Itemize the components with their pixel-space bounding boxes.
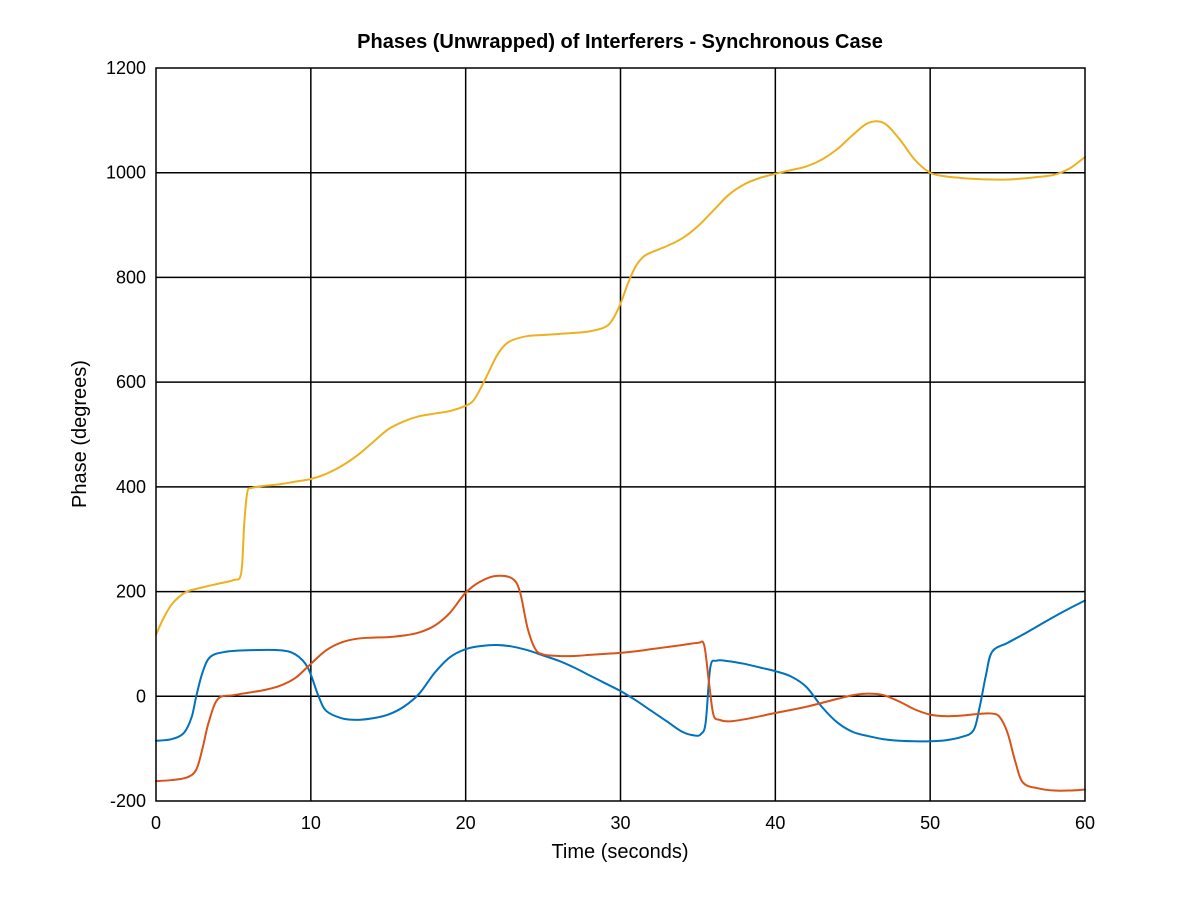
y-tick-label: 200 xyxy=(116,582,146,602)
y-tick-label: 0 xyxy=(136,686,146,706)
y-tick-label: 800 xyxy=(116,267,146,287)
x-tick-label: 40 xyxy=(765,813,785,833)
x-axis-label: Time (seconds) xyxy=(551,841,688,863)
y-axis-ticks: -200 0 200 400 600 800 1000 1200 xyxy=(106,58,146,811)
series-line-1 xyxy=(155,599,1086,743)
chart-title: Phases (Unwrapped) of Interferers - Sync… xyxy=(357,31,883,53)
y-tick-label: 600 xyxy=(116,372,146,392)
y-axis-label: Phase (degrees) xyxy=(69,360,91,508)
y-tick-label: 1200 xyxy=(106,58,146,78)
plot-frame xyxy=(155,67,1086,802)
series-line-2 xyxy=(155,574,1086,792)
x-tick-label: 30 xyxy=(610,813,630,833)
y-tick-label: 1000 xyxy=(106,163,146,183)
x-tick-label: 60 xyxy=(1075,813,1095,833)
x-tick-label: 50 xyxy=(920,813,940,833)
grid-lines xyxy=(156,68,1085,801)
x-tick-label: 20 xyxy=(456,813,476,833)
y-tick-label: 400 xyxy=(116,477,146,497)
x-tick-label: 10 xyxy=(301,813,321,833)
y-tick-label: -200 xyxy=(110,791,146,811)
x-tick-label: 0 xyxy=(151,813,161,833)
x-axis-ticks: 0 10 20 30 40 50 60 xyxy=(151,813,1095,833)
series-line-3 xyxy=(155,120,1086,636)
series-layer xyxy=(155,120,1086,792)
